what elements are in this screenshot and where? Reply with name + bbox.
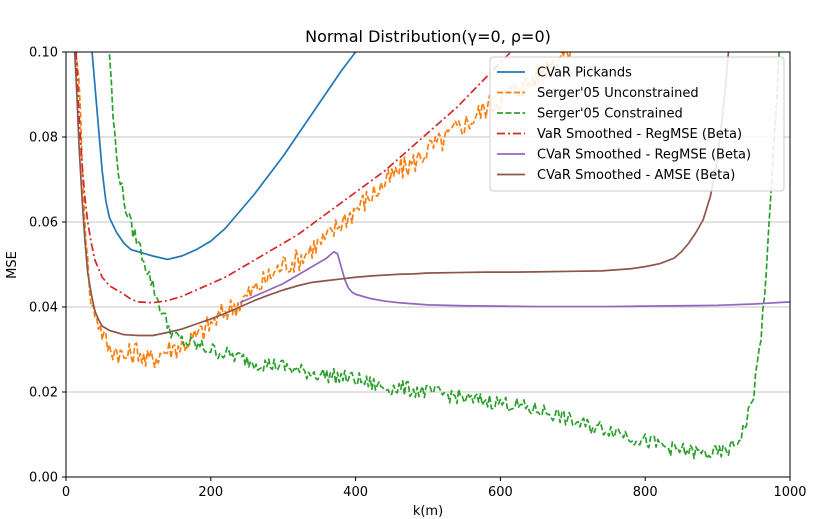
legend-label: VaR Smoothed - RegMSE (Beta) xyxy=(537,127,742,142)
legend-label: Serger'05 Unconstrained xyxy=(537,86,699,101)
chart-title: Normal Distribution(γ=0, ρ=0) xyxy=(305,27,551,46)
x-tick-label: 1000 xyxy=(773,485,806,500)
series-line-5 xyxy=(239,250,790,308)
series-line-3 xyxy=(108,52,780,460)
legend-box xyxy=(489,56,785,192)
x-tick-label: 400 xyxy=(343,485,368,500)
series-line-2 xyxy=(76,52,572,369)
y-axis-ticks: 0.00 0.02 0.04 0.06 0.08 0.10 xyxy=(29,46,66,486)
x-tick-label: 200 xyxy=(198,485,223,500)
y-tick-label: 0.00 xyxy=(29,471,58,486)
x-axis-ticks: 0 200 400 600 800 1000 xyxy=(62,477,807,500)
x-tick-label: 800 xyxy=(633,485,658,500)
legend-label: CVaR Smoothed - RegMSE (Beta) xyxy=(537,148,751,163)
series-line-1 xyxy=(91,52,357,261)
y-tick-label: 0.08 xyxy=(29,131,58,146)
x-tick-label: 0 xyxy=(62,485,70,500)
y-tick-label: 0.02 xyxy=(29,386,58,401)
y-tick-label: 0.04 xyxy=(29,301,58,316)
series-line-4 xyxy=(75,52,512,304)
y-axis-label: MSE xyxy=(5,251,20,279)
legend-label: CVaR Smoothed - AMSE (Beta) xyxy=(537,168,735,183)
x-tick-label: 600 xyxy=(488,485,513,500)
y-tick-label: 0.10 xyxy=(29,46,58,61)
series-layer xyxy=(73,52,790,460)
series-line-6 xyxy=(73,52,730,337)
legend: CVaR Pickands Serger'05 Unconstrained Serg… xyxy=(489,56,785,192)
legend-label: Serger'05 Constrained xyxy=(537,107,683,122)
x-axis-label: k(m) xyxy=(413,504,443,519)
plot-frame xyxy=(65,51,791,478)
legend-label: CVaR Pickands xyxy=(537,66,632,81)
y-tick-label: 0.06 xyxy=(29,216,58,231)
